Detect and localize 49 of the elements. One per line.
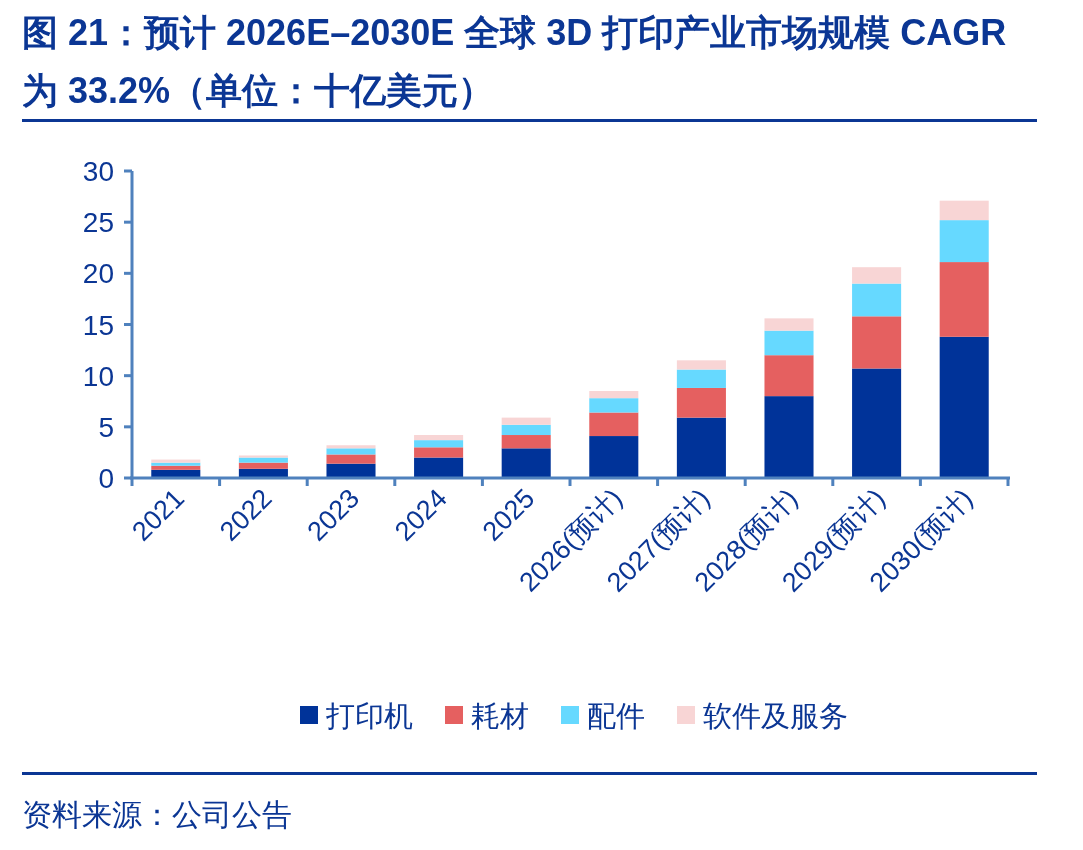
bar [764, 396, 814, 478]
bar [589, 436, 639, 478]
bar [414, 447, 464, 458]
bar [939, 220, 989, 263]
bar [238, 462, 288, 469]
bar [676, 387, 726, 418]
bar [676, 369, 726, 388]
bar [501, 435, 551, 449]
y-tick-label: 25 [82, 207, 114, 239]
bar [676, 360, 726, 370]
bar [501, 417, 551, 425]
bar [326, 463, 376, 478]
bar [414, 440, 464, 448]
bar [852, 316, 902, 369]
bar [939, 262, 989, 337]
y-tick-label: 30 [82, 156, 114, 187]
bar [238, 457, 288, 463]
bar [852, 368, 902, 478]
bar [589, 412, 639, 437]
bar [151, 465, 201, 470]
bar [764, 318, 814, 331]
bar [852, 267, 902, 284]
bar [414, 435, 464, 441]
bar [852, 283, 902, 317]
bar [764, 355, 814, 397]
legend-label: 耗材 [471, 700, 529, 732]
y-tick-label: 15 [82, 309, 114, 341]
bar [589, 391, 639, 399]
bar [326, 454, 376, 464]
bar [676, 417, 726, 478]
bar [326, 448, 376, 455]
y-tick-label: 5 [98, 411, 114, 443]
y-tick-label: 10 [82, 360, 114, 392]
bar [414, 457, 464, 478]
legend-label: 打印机 [325, 700, 413, 732]
bar [501, 424, 551, 436]
y-tick-label: 20 [82, 258, 114, 290]
legend-label: 软件及服务 [703, 700, 848, 732]
bar [764, 330, 814, 356]
bar [238, 455, 288, 458]
chart-title: 图 21：预计 2026E–2030E 全球 3D 打印产业市场规模 CAGR 为 33.2%（单位：十亿美元） [22, 11, 1008, 113]
bar [939, 200, 989, 221]
bar [326, 445, 376, 449]
legend-label: 配件 [587, 700, 645, 732]
y-tick-label: 0 [98, 463, 114, 494]
text: 资料来源：公司公告 [22, 797, 292, 833]
bar [589, 398, 639, 413]
bar [939, 336, 989, 478]
bar [501, 448, 551, 478]
